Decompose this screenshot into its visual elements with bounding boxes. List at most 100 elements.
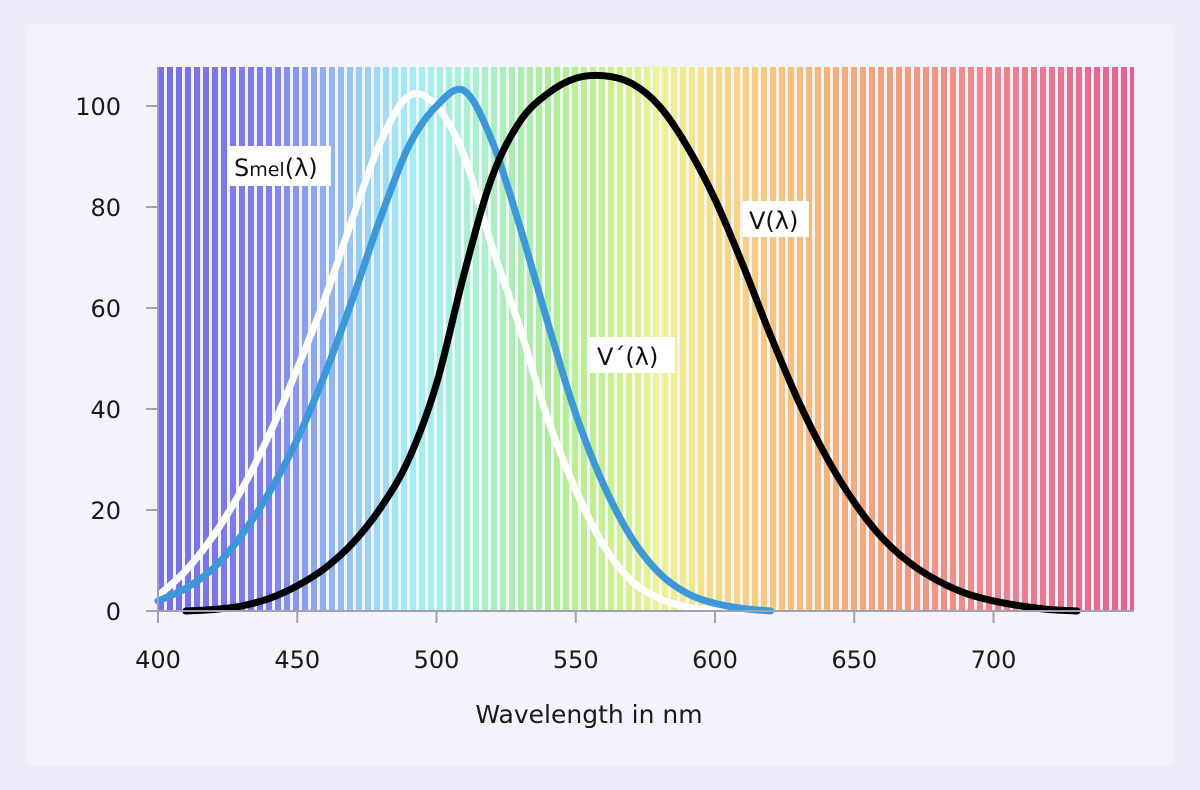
spectrum-stripe — [1121, 67, 1127, 611]
spectrum-stripe — [473, 67, 479, 611]
spectrum-stripe — [302, 67, 308, 611]
spectrum-stripe — [797, 67, 803, 611]
spectrum-stripe — [203, 67, 209, 611]
spectrum-stripe — [419, 67, 425, 611]
spectrum-stripe — [1040, 67, 1046, 611]
spectrum-stripe — [581, 67, 587, 611]
spectrum-stripe — [1049, 67, 1055, 611]
spectrum-stripe — [392, 67, 398, 611]
spectrum-stripe — [1058, 67, 1064, 611]
x-tick-label: 400 — [135, 646, 181, 674]
spectrum-stripe — [977, 67, 983, 611]
spectrum-stripe — [788, 67, 794, 611]
spectrum-stripe — [986, 67, 992, 611]
spectrum-stripe — [329, 67, 335, 611]
spectrum-stripe — [860, 67, 866, 611]
spectrum-stripe — [1076, 67, 1082, 611]
spectrum-stripe — [680, 67, 686, 611]
v-prime-label-text: V´(λ) — [597, 343, 658, 371]
spectrum-stripe — [1130, 67, 1134, 611]
curve-labels-layer: Smel(λ) V´(λ) V(λ) — [228, 146, 809, 373]
y-tick-label: 20 — [90, 497, 121, 525]
spectrum-stripe — [851, 67, 857, 611]
spectrum-stripe — [383, 67, 389, 611]
axes-layer — [146, 67, 1134, 618]
spectrum-stripe — [1031, 67, 1037, 611]
spectrum-stripe — [275, 67, 281, 611]
spectrum-stripe — [491, 67, 497, 611]
spectrum-stripe — [167, 67, 173, 611]
smel-label-tail: (λ) — [285, 154, 318, 182]
spectrum-stripe — [1013, 67, 1019, 611]
v-label-text: V(λ) — [749, 207, 798, 235]
y-tick-label: 40 — [90, 396, 121, 424]
spectrum-stripe — [914, 67, 920, 611]
spectrum-stripe — [905, 67, 911, 611]
spectrum-stripe — [707, 67, 713, 611]
spectrum-stripe — [221, 67, 227, 611]
spectrum-stripe — [176, 67, 182, 611]
spectrum-stripe — [932, 67, 938, 611]
spectrum-stripe — [806, 67, 812, 611]
spectrum-stripe — [554, 67, 560, 611]
spectrum-stripe — [509, 67, 515, 611]
spectrum-stripe — [293, 67, 299, 611]
spectrum-stripe — [284, 67, 290, 611]
spectrum-stripe — [1004, 67, 1010, 611]
x-tick-label: 600 — [692, 646, 738, 674]
y-tick-label: 100 — [75, 93, 121, 121]
spectrum-stripe — [1094, 67, 1100, 611]
spectrum-stripe — [878, 67, 884, 611]
x-tick-label: 450 — [274, 646, 320, 674]
spectrum-stripe — [1067, 67, 1073, 611]
y-tick-label: 80 — [90, 194, 121, 222]
x-axis-title: Wavelength in nm — [475, 700, 702, 729]
spectrum-stripe — [716, 67, 722, 611]
spectrum-stripe — [923, 67, 929, 611]
spectrum-stripe — [410, 67, 416, 611]
spectrum-stripe — [725, 67, 731, 611]
spectrum-stripe — [752, 67, 758, 611]
v-prime-label: V´(λ) — [590, 337, 675, 373]
x-tick-label: 550 — [553, 646, 599, 674]
spectrum-stripe — [374, 67, 380, 611]
spectrum-stripe — [941, 67, 947, 611]
spectrum-stripe — [968, 67, 974, 611]
smel-label-bg — [228, 146, 331, 186]
spectrum-stripe — [500, 67, 506, 611]
spectrum-stripe — [959, 67, 965, 611]
spectrum-stripe — [545, 67, 551, 611]
spectrum-stripe — [320, 67, 326, 611]
spectrum-stripe — [761, 67, 767, 611]
smel-label-main: S — [234, 154, 249, 182]
spectrum-stripe — [455, 67, 461, 611]
spectrum-stripe — [527, 67, 533, 611]
v-label-bg — [743, 201, 809, 237]
spectrum-stripe — [257, 67, 263, 611]
smel-label-sub: mel — [249, 159, 284, 181]
v-curve — [182, 71, 1081, 615]
spectrum-stripe — [401, 67, 407, 611]
spectrum-stripe — [158, 67, 164, 611]
spectrum-stripe — [995, 67, 1001, 611]
spectrum-stripe — [734, 67, 740, 611]
spectrum-stripe — [464, 67, 470, 611]
spectrum-stripe — [1022, 67, 1028, 611]
spectrum-stripe — [428, 67, 434, 611]
spectrum-stripe — [347, 67, 353, 611]
spectral-sensitivity-chart: 0 20 40 60 80 100 400 450 500 550 600 650 700 Wavele… — [75, 67, 1134, 729]
x-tick-label: 500 — [414, 646, 460, 674]
v-label: V(λ) — [743, 201, 809, 237]
spectrum-stripe — [833, 67, 839, 611]
spectrum-stripe — [869, 67, 875, 611]
spectrum-stripe — [194, 67, 200, 611]
v-prime-label-bg — [590, 337, 675, 373]
x-tick-label: 650 — [831, 646, 877, 674]
spectrum-stripe — [1085, 67, 1091, 611]
spectrum-stripe — [743, 67, 749, 611]
spectrum-stripe — [365, 67, 371, 611]
y-tick-label: 0 — [106, 598, 121, 626]
x-tick-label: 700 — [971, 646, 1017, 674]
spectrum-stripe — [230, 67, 236, 611]
spectrum-stripe — [779, 67, 785, 611]
